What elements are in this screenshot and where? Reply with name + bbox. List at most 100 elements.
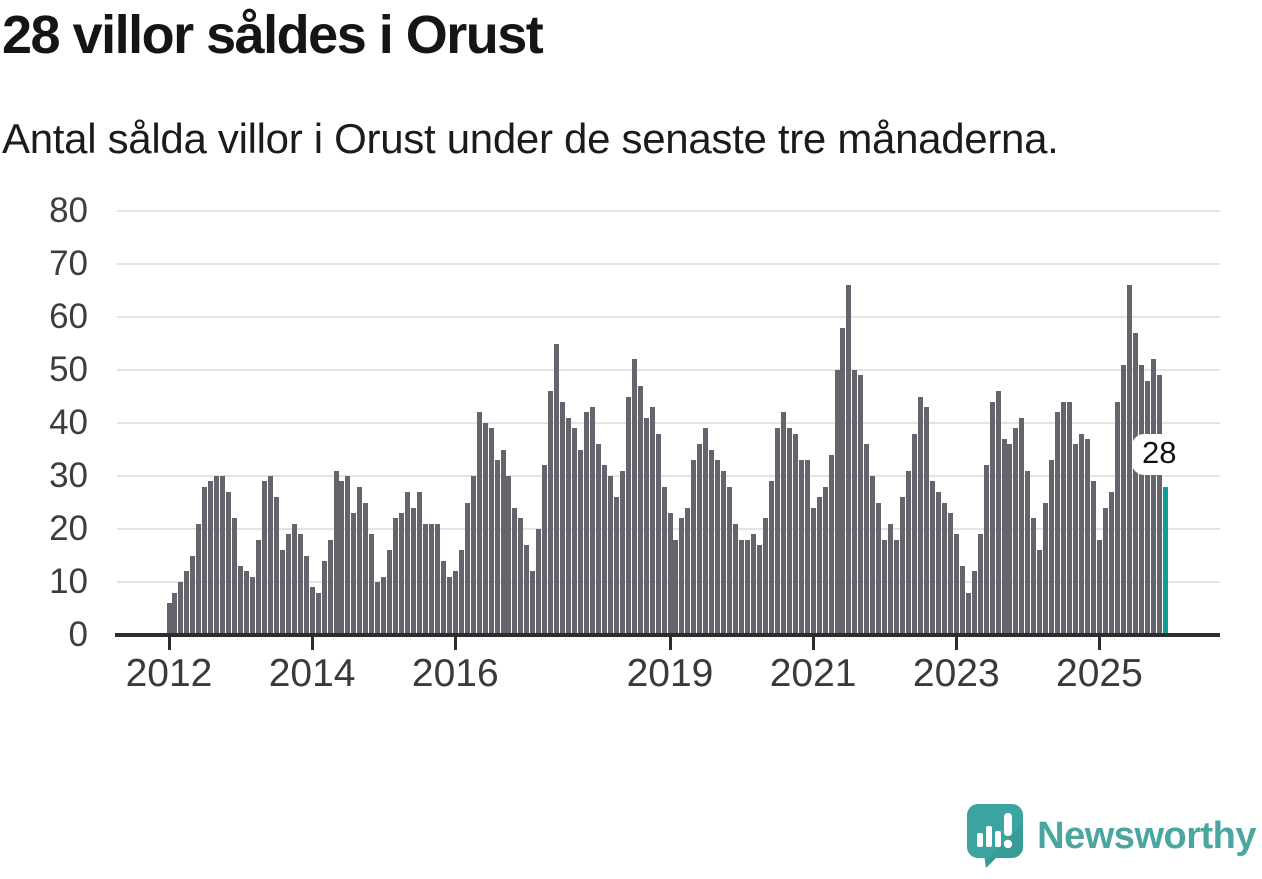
bar — [255, 539, 261, 635]
bar — [333, 470, 339, 635]
bar — [458, 550, 464, 635]
bar — [983, 465, 989, 635]
bar — [291, 523, 297, 635]
bar — [679, 518, 685, 635]
bar — [560, 401, 566, 635]
bar — [709, 449, 715, 635]
x-axis-label: 2014 — [268, 652, 356, 695]
bar — [434, 523, 440, 635]
bar — [697, 444, 703, 635]
bar — [261, 481, 267, 635]
bar — [953, 534, 959, 635]
bar — [405, 491, 411, 635]
bar — [947, 513, 953, 635]
bar — [506, 476, 512, 635]
bar — [470, 476, 476, 635]
bar — [661, 486, 667, 635]
bar — [1073, 444, 1079, 635]
bar — [739, 539, 745, 635]
bar — [196, 523, 202, 635]
bar — [625, 396, 631, 635]
bar — [631, 359, 637, 635]
bar — [727, 486, 733, 635]
bar — [578, 449, 584, 635]
bar — [965, 592, 971, 635]
bar — [601, 465, 607, 635]
bar — [852, 370, 858, 635]
bar — [1156, 375, 1162, 635]
gridline — [117, 316, 1220, 318]
bar — [190, 555, 196, 635]
bar — [756, 544, 762, 635]
bar — [977, 534, 983, 635]
bar — [971, 571, 977, 635]
bar — [452, 571, 458, 635]
x-axis-tick — [167, 637, 171, 650]
bar — [780, 412, 786, 635]
x-axis-label: 2016 — [411, 652, 499, 695]
gridline — [117, 210, 1220, 212]
x-axis-line — [115, 633, 1220, 637]
bar — [1007, 444, 1013, 635]
bar — [1144, 380, 1150, 635]
y-axis-label: 10 — [49, 562, 88, 601]
bar — [1085, 438, 1090, 635]
y-axis-label: 30 — [49, 456, 88, 495]
bar — [1120, 364, 1126, 635]
bar — [309, 587, 315, 635]
bar — [989, 401, 995, 635]
gridline — [117, 263, 1220, 265]
bar — [1138, 364, 1144, 635]
bar — [762, 518, 768, 635]
bar — [715, 460, 721, 635]
bar — [422, 523, 428, 635]
bar — [1150, 359, 1156, 635]
last-value-annotation: 28 — [1132, 434, 1187, 475]
bar — [339, 481, 345, 635]
bar — [1132, 332, 1138, 635]
bar — [1001, 438, 1007, 635]
bar — [226, 491, 232, 635]
bar — [482, 423, 488, 635]
y-axis-label: 80 — [49, 191, 88, 230]
bar — [589, 407, 595, 635]
bar — [876, 502, 882, 635]
bar — [524, 544, 530, 635]
bar — [315, 592, 321, 635]
bar — [923, 407, 929, 635]
bar — [572, 428, 578, 635]
bar — [643, 417, 649, 635]
gridline — [117, 369, 1220, 371]
bar — [208, 481, 214, 635]
bar — [548, 391, 554, 635]
bar — [267, 476, 273, 635]
bar — [828, 454, 834, 635]
x-axis-tick — [1097, 637, 1101, 650]
bar — [232, 518, 238, 635]
bar — [792, 433, 798, 635]
bar — [178, 582, 184, 635]
bar — [804, 460, 810, 635]
bar — [345, 476, 351, 635]
chart-subtitle: Antal sålda villor i Orust under de sena… — [2, 115, 1059, 162]
bar — [1031, 518, 1037, 635]
bar — [655, 433, 661, 635]
bar — [786, 428, 792, 635]
bar — [428, 523, 434, 635]
bar — [1049, 460, 1055, 635]
bar — [214, 476, 220, 635]
bar — [721, 470, 727, 635]
brand-footer: Newsworthy — [966, 803, 1256, 869]
bar — [554, 343, 560, 635]
bar — [363, 502, 369, 635]
bar — [327, 539, 333, 635]
bar — [542, 465, 548, 635]
bar — [667, 513, 673, 635]
bar — [882, 539, 888, 635]
x-axis-label: 2025 — [1056, 652, 1143, 695]
bar — [166, 603, 172, 635]
bar — [1037, 550, 1043, 635]
bar — [1079, 433, 1085, 635]
